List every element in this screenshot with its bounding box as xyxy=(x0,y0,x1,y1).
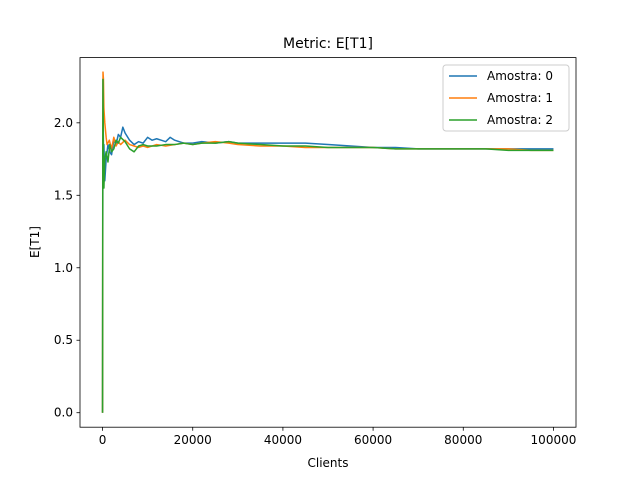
y-tick-label: 0.0 xyxy=(54,406,73,420)
legend-label-0: Amostra: 0 xyxy=(487,69,553,83)
chart-title: Metric: E[T1] xyxy=(283,36,373,52)
x-tick-label: 40000 xyxy=(264,433,302,447)
y-tick-label: 2.0 xyxy=(54,116,73,130)
x-axis: 0 20000 40000 60000 80000 100000 xyxy=(99,427,577,447)
x-axis-title: Clients xyxy=(308,456,349,470)
legend-label-1: Amostra: 1 xyxy=(487,91,553,105)
x-tick-label: 80000 xyxy=(444,433,482,447)
x-tick-label: 20000 xyxy=(174,433,212,447)
y-tick-label: 1.5 xyxy=(54,188,73,202)
x-tick-label: 0 xyxy=(99,433,107,447)
series-layer xyxy=(101,71,554,413)
y-tick-label: 1.0 xyxy=(54,261,73,275)
x-tick-label: 60000 xyxy=(354,433,392,447)
y-axis: 0.0 0.5 1.0 1.5 2.0 xyxy=(54,116,80,420)
y-tick-label: 0.5 xyxy=(54,333,73,347)
plot-area-frame xyxy=(79,57,577,428)
x-tick-label: 100000 xyxy=(531,433,577,447)
legend-label-2: Amostra: 2 xyxy=(487,113,553,127)
legend-box xyxy=(442,64,570,132)
y-axis-title: E[T1] xyxy=(28,226,42,258)
series-line-2 xyxy=(101,78,554,413)
legend: Amostra: 0 Amostra: 1 Amostra: 2 xyxy=(442,64,570,132)
